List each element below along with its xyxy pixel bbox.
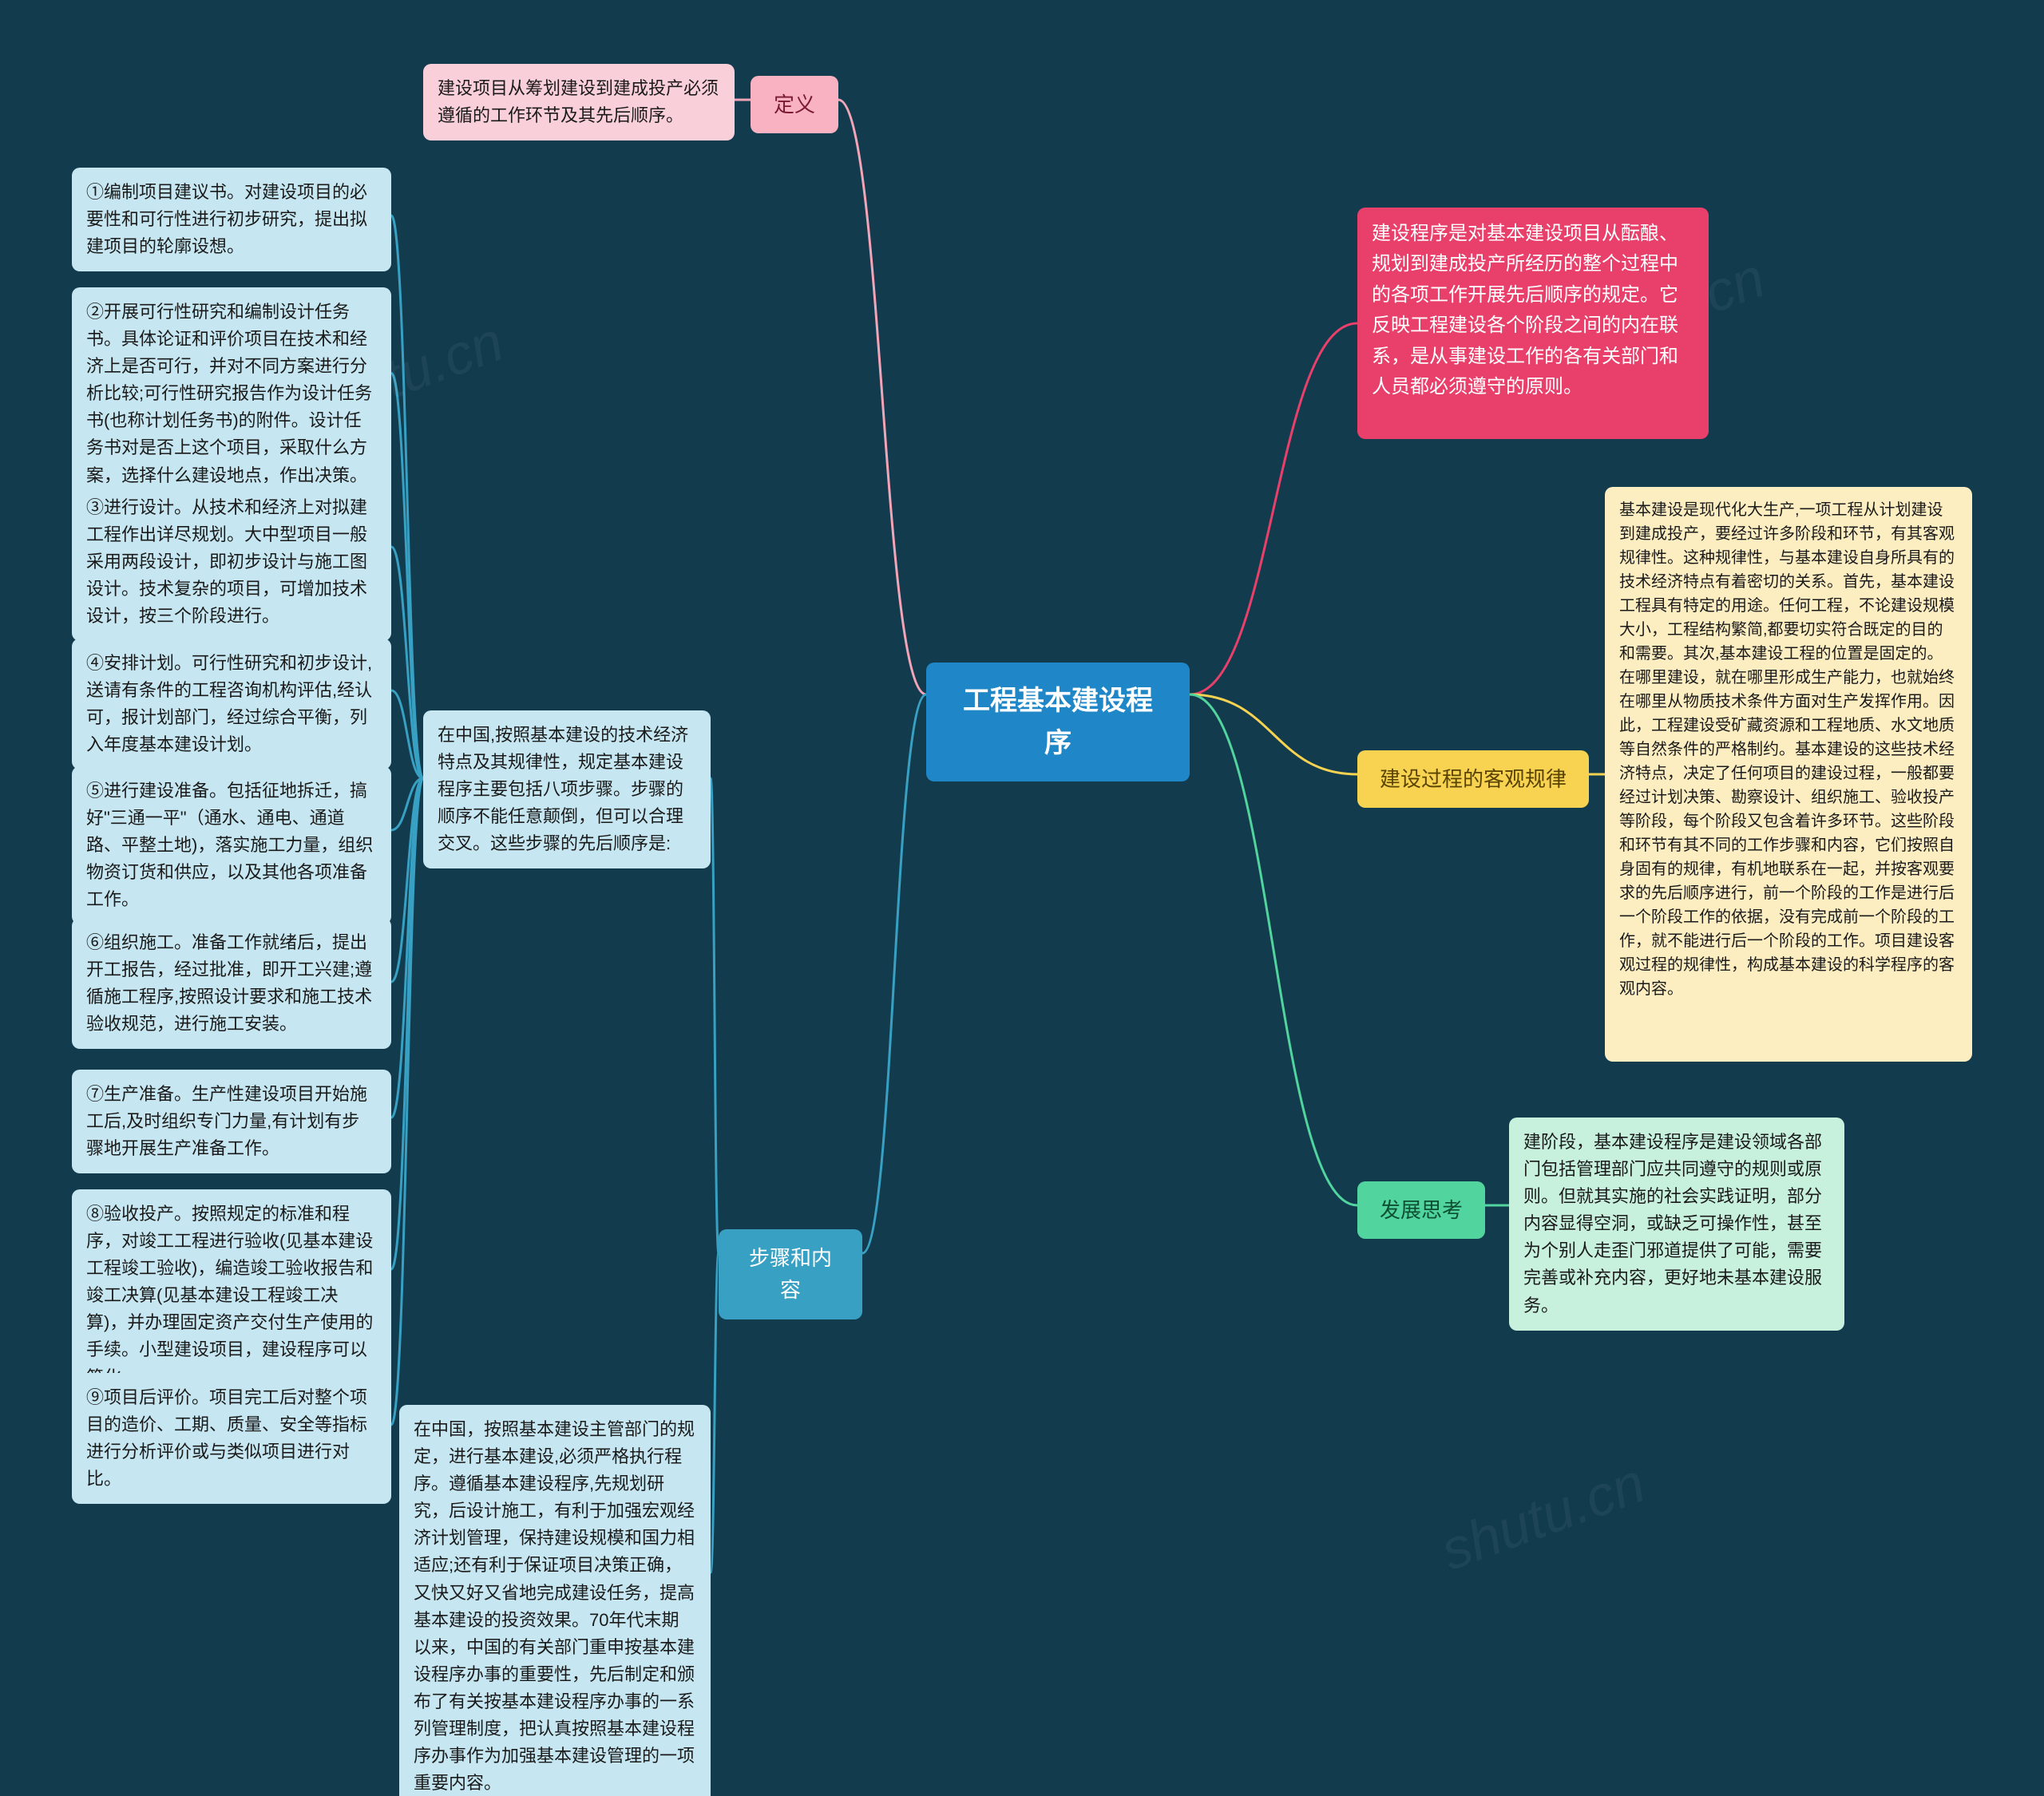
branch-thinking: 发展思考 xyxy=(1357,1181,1485,1239)
step-5: ⑤进行建设准备。包括征地拆迁，搞好"三通一平"（通水、通电、通道路、平整土地)，… xyxy=(72,766,391,924)
steps-long: 在中国，按照基本建设主管部门的规定，进行基本建设,必须严格执行程序。遵循基本建设… xyxy=(399,1405,711,1796)
steps-intro: 在中国,按照基本建设的技术经济特点及其规律性，规定基本建设程序主要包括八项步骤。… xyxy=(423,710,711,868)
branch-intro: 建设程序是对基本建设项目从酝酿、规划到建成投产所经历的整个过程中的各项工作开展先… xyxy=(1357,208,1709,439)
leaf-thinking-1: 建阶段，基本建设程序是建设领域各部门包括管理部门应共同遵守的规则或原则。但就其实… xyxy=(1509,1118,1844,1331)
branch-law: 建设过程的客观规律 xyxy=(1357,750,1589,808)
step-9: ⑨项目后评价。项目完工后对整个项目的造价、工期、质量、安全等指标进行分析评价或与… xyxy=(72,1373,391,1504)
root-node: 工程基本建设程序 xyxy=(926,663,1190,781)
step-2: ②开展可行性研究和编制设计任务书。具体论证和评价项目在技术和经济上是否可行，并对… xyxy=(72,287,391,500)
branch-steps: 步骤和内容 xyxy=(719,1229,862,1319)
step-4: ④安排计划。可行性研究和初步设计,送请有条件的工程咨询机构评估,经认可，报计划部… xyxy=(72,639,391,769)
step-7: ⑦生产准备。生产性建设项目开始施工后,及时组织专门力量,有计划有步骤地开展生产准… xyxy=(72,1070,391,1173)
watermark: shutu.cn xyxy=(1432,1450,1653,1583)
step-1: ①编制项目建议书。对建设项目的必要性和可行性进行初步研究，提出拟建项目的轮廓设想… xyxy=(72,168,391,271)
step-6: ⑥组织施工。准备工作就绪后，提出开工报告，经过批准，即开工兴建;遵循施工程序,按… xyxy=(72,918,391,1049)
leaf-definition-1: 建设项目从筹划建设到建成投产必须遵循的工作环节及其先后顺序。 xyxy=(423,64,735,140)
step-3: ③进行设计。从技术和经济上对拟建工程作出详尽规划。大中型项目一般采用两段设计，即… xyxy=(72,483,391,641)
step-8: ⑧验收投产。按照规定的标准和程序，对竣工工程进行验收(见基本建设工程竣工验收)，… xyxy=(72,1189,391,1402)
branch-definition: 定义 xyxy=(751,76,838,133)
leaf-law-1: 基本建设是现代化大生产,一项工程从计划建设到建成投产，要经过许多阶段和环节，有其… xyxy=(1605,487,1972,1062)
